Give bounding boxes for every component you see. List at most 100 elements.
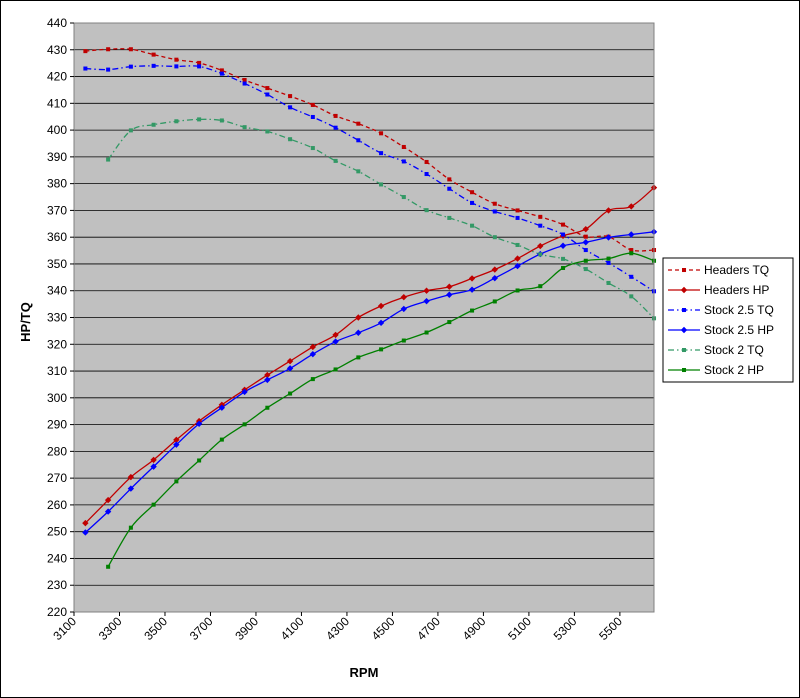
data-point-stock-2-hp xyxy=(379,347,384,352)
data-point-headers-tq xyxy=(288,94,293,99)
data-point-stock-2-tq xyxy=(492,235,497,240)
data-point-stock-2-hp xyxy=(470,308,475,313)
data-point-stock-2-5-hp xyxy=(218,404,226,411)
data-point-stock-2-hp xyxy=(174,479,179,484)
data-point-stock-2-tq xyxy=(197,117,202,122)
data-point-stock-2-hp xyxy=(606,256,611,261)
x-tick-label: 3500 xyxy=(141,614,170,643)
data-point-stock-2-5-tq xyxy=(288,105,293,110)
data-point-headers-tq xyxy=(447,177,452,182)
data-point-stock-2-5-tq xyxy=(83,66,88,71)
data-point-stock-2-tq xyxy=(106,157,111,162)
data-point-headers-hp xyxy=(446,283,453,290)
data-point-stock-2-5-tq xyxy=(606,260,611,265)
data-point-stock-2-hp xyxy=(197,458,202,463)
data-point-stock-2-tq xyxy=(174,119,179,124)
data-point-stock-2-hp xyxy=(401,338,406,343)
y-tick-label: 400 xyxy=(47,123,67,137)
data-point-headers-hp xyxy=(173,436,180,444)
data-point-headers-tq xyxy=(333,113,338,118)
y-tick-label: 440 xyxy=(47,16,67,30)
data-point-stock-2-5-tq xyxy=(629,274,634,279)
data-point-stock-2-5-hp xyxy=(195,420,203,427)
data-point-stock-2-5-tq xyxy=(333,125,338,130)
legend-marker-stock-2-5-tq xyxy=(682,308,687,313)
data-point-stock-2-5-tq xyxy=(197,64,202,69)
data-point-stock-2-5-hp xyxy=(559,242,567,249)
data-point-stock-2-5-tq xyxy=(151,63,156,68)
data-point-stock-2-5-tq xyxy=(242,81,247,86)
y-tick-label: 340 xyxy=(47,284,67,298)
data-point-headers-tq xyxy=(151,52,156,57)
data-point-stock-2-hp xyxy=(288,391,293,396)
data-point-stock-2-5-tq xyxy=(219,71,224,76)
legend-label-stock-2-tq: Stock 2 TQ xyxy=(704,343,764,357)
data-point-stock-2-tq xyxy=(538,252,543,257)
data-point-stock-2-5-hp xyxy=(514,262,521,270)
data-point-stock-2-hp xyxy=(561,265,566,271)
data-point-headers-hp xyxy=(582,225,589,233)
x-tick-label: 4500 xyxy=(369,614,398,643)
data-point-headers-hp xyxy=(264,371,271,379)
legend-marker-stock-2-tq xyxy=(682,348,687,353)
data-point-stock-2-hp xyxy=(492,299,497,304)
data-point-headers-hp xyxy=(82,519,89,527)
legend-marker-headers-tq xyxy=(682,268,687,273)
x-tick-label: 5100 xyxy=(505,614,534,643)
y-tick-label: 270 xyxy=(47,471,67,485)
data-point-headers-tq xyxy=(379,131,384,136)
data-point-stock-2-hp xyxy=(128,525,133,530)
data-point-headers-hp xyxy=(286,357,294,365)
data-point-headers-tq xyxy=(106,47,111,52)
y-tick-label: 410 xyxy=(47,96,67,110)
y-tick-label: 390 xyxy=(47,150,67,164)
data-point-stock-2-tq xyxy=(219,118,224,123)
legend-label-stock-2-hp: Stock 2 HP xyxy=(704,363,764,377)
data-point-headers-hp xyxy=(605,207,612,214)
data-point-stock-2-tq xyxy=(265,129,270,134)
data-point-stock-2-tq xyxy=(515,242,520,247)
y-tick-label: 290 xyxy=(47,418,67,432)
data-point-headers-tq xyxy=(242,78,247,83)
data-point-headers-hp xyxy=(104,496,112,504)
data-point-headers-tq xyxy=(424,159,429,164)
data-point-headers-tq xyxy=(265,86,270,91)
data-point-headers-hp xyxy=(468,275,476,282)
data-point-stock-2-tq xyxy=(128,128,133,133)
data-point-stock-2-tq xyxy=(379,182,384,187)
x-axis-title: RPM xyxy=(350,665,379,680)
y-tick-label: 220 xyxy=(47,605,67,619)
data-point-headers-hp xyxy=(537,242,544,250)
data-point-headers-hp xyxy=(150,456,157,464)
data-point-stock-2-5-hp xyxy=(446,291,453,298)
data-point-headers-tq xyxy=(174,57,179,62)
y-axis-ticks: 220 230 240 250 260 270 280 290 300 310 320 330 340 3… xyxy=(47,16,74,619)
data-point-stock-2-5-tq xyxy=(583,248,588,253)
data-point-headers-hp xyxy=(400,293,408,301)
data-point-stock-2-5-hp xyxy=(309,350,317,358)
data-point-stock-2-tq xyxy=(606,280,611,285)
data-point-stock-2-5-hp xyxy=(332,338,339,345)
y-tick-label: 320 xyxy=(47,337,67,351)
data-point-stock-2-5-tq xyxy=(401,159,406,164)
data-point-stock-2-hp xyxy=(219,437,224,442)
y-tick-label: 250 xyxy=(47,525,67,539)
data-point-stock-2-5-hp xyxy=(355,329,362,336)
data-point-headers-hp xyxy=(423,287,430,294)
data-point-stock-2-hp xyxy=(310,377,315,382)
data-point-headers-tq xyxy=(561,222,566,227)
x-tick-label: 3300 xyxy=(96,614,125,643)
data-point-stock-2-tq xyxy=(310,146,315,151)
data-point-headers-tq xyxy=(356,121,361,126)
data-point-stock-2-5-tq xyxy=(538,223,543,228)
data-point-stock-2-5-tq xyxy=(561,232,566,237)
data-point-stock-2-tq xyxy=(583,267,588,272)
gridlines xyxy=(74,49,654,586)
y-tick-label: 430 xyxy=(47,43,67,57)
data-point-stock-2-hp xyxy=(106,564,111,569)
legend-label-stock-2-5-tq: Stock 2.5 TQ xyxy=(704,303,774,317)
data-point-stock-2-5-tq xyxy=(470,200,475,205)
data-point-headers-tq xyxy=(492,201,497,206)
data-point-stock-2-5-tq xyxy=(128,64,133,69)
legend-marker-stock-2-hp xyxy=(682,368,687,373)
